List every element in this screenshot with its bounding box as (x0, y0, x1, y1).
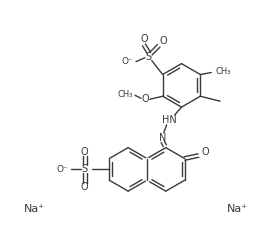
Text: O: O (160, 36, 167, 46)
Text: CH₃: CH₃ (215, 67, 231, 76)
Text: N: N (159, 133, 166, 143)
Text: CH₃: CH₃ (117, 90, 133, 99)
Text: O: O (202, 147, 209, 157)
Text: S: S (81, 164, 88, 174)
Text: O⁻: O⁻ (121, 57, 133, 66)
Text: O: O (140, 34, 148, 44)
Text: O: O (81, 182, 88, 192)
Text: S: S (146, 52, 152, 62)
Text: HN: HN (162, 115, 177, 125)
Text: O: O (81, 147, 88, 157)
Text: Na⁺: Na⁺ (24, 204, 45, 214)
Text: O⁻: O⁻ (57, 165, 69, 174)
Text: O: O (141, 94, 149, 104)
Text: Na⁺: Na⁺ (227, 204, 248, 214)
